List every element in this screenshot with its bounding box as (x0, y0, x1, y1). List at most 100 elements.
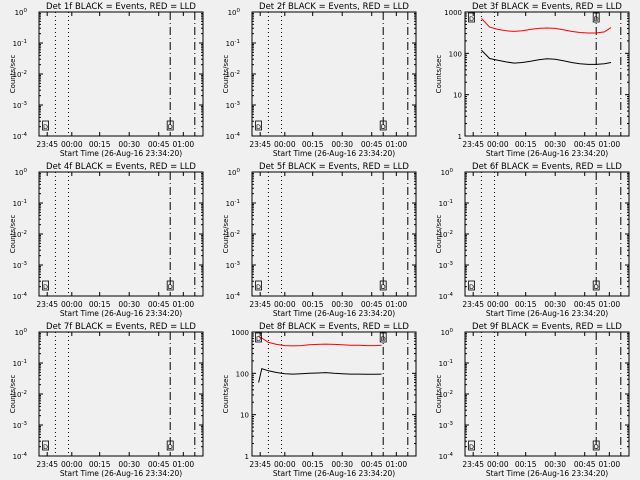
x-tick-label: 01:00 (599, 300, 621, 309)
flag-marker-label: D (469, 283, 474, 291)
y-tick-label: 10-3 (226, 101, 241, 110)
y-tick-label: 10-3 (13, 261, 28, 270)
x-tick-label: 00:45 (148, 300, 170, 309)
flag-marker-box (592, 280, 600, 291)
y-tick-label: 100 (228, 168, 241, 177)
y-tick-label: 10-2 (13, 70, 27, 79)
y-tick-label: 10-1 (226, 39, 240, 48)
flag-marker-box (166, 120, 174, 131)
panel-title: Det 7f BLACK = Events, RED = LLD (46, 322, 196, 332)
y-axis-label: Counts/sec (435, 215, 443, 254)
x-tick-label: 01:00 (173, 140, 195, 149)
x-axis-label: Start Time (26-Aug-16 23:34:20) (486, 309, 608, 318)
lld-series-line (258, 335, 382, 347)
y-tick-label: 10-4 (226, 132, 241, 141)
x-tick-label: 00:15 (302, 300, 324, 309)
y-tick-label: 10-3 (439, 421, 454, 430)
y-tick-label: 10-1 (13, 39, 27, 48)
axes-frame (251, 11, 417, 137)
panel-title: Det 4f BLACK = Events, RED = LLD (46, 162, 196, 172)
x-axis-label: Start Time (26-Aug-16 23:34:20) (486, 149, 608, 158)
axes-frame (251, 331, 417, 457)
x-tick-label: 00:00 (61, 460, 83, 469)
panel-title: Det 8f BLACK = Events, RED = LLD (259, 322, 409, 332)
panel-title: Det 3f BLACK = Events, RED = LLD (472, 2, 622, 12)
flag-marker-label: D (469, 443, 474, 451)
axes-frame (38, 171, 204, 297)
x-axis-label: Start Time (26-Aug-16 23:34:20) (486, 469, 608, 478)
y-tick-label: 10-4 (13, 292, 28, 301)
flag-marker-label: D (168, 123, 173, 131)
y-tick-label: 100 (15, 328, 28, 337)
flag-marker-label: D (43, 443, 48, 451)
y-axis-label: Counts/sec (222, 375, 230, 414)
flag-marker-label: D (594, 283, 599, 291)
panel-title: Det 1f BLACK = Events, RED = LLD (46, 2, 196, 12)
y-tick-label: 100 (441, 168, 454, 177)
flag-marker-box (468, 440, 475, 451)
flag-marker-label: D (256, 123, 261, 131)
y-tick-label: 100 (449, 50, 462, 58)
y-tick-label: 10-2 (226, 70, 240, 79)
x-tick-label: 00:15 (515, 140, 537, 149)
flag-marker-box (255, 280, 262, 291)
flag-marker-box (42, 120, 49, 131)
axes-frame (38, 331, 204, 457)
flag-marker-box (379, 120, 387, 131)
y-tick-label: 100 (441, 328, 454, 337)
y-tick-label: 10-4 (13, 132, 28, 141)
panel-1: Det 1f BLACK = Events, RED = LLD 10-4 10-3… (9, 2, 204, 158)
x-axis-label: Start Time (26-Aug-16 23:34:20) (273, 469, 395, 478)
y-tick-label: 10-2 (13, 390, 27, 399)
y-tick-label: 100 (236, 370, 249, 378)
flag-marker-box (166, 280, 174, 291)
x-tick-label: 00:45 (361, 460, 383, 469)
x-tick-label: 00:15 (515, 460, 537, 469)
x-tick-label: 00:45 (574, 140, 596, 149)
y-tick-label: 10-3 (439, 261, 454, 270)
axes-frame (464, 171, 630, 297)
panel-title: Det 9f BLACK = Events, RED = LLD (472, 322, 622, 332)
flag-marker-label: D (168, 443, 173, 451)
panel-3: Det 3f BLACK = Events, RED = LLD 1 10 100 10… (435, 2, 630, 158)
panel-title: Det 5f BLACK = Events, RED = LLD (259, 162, 409, 172)
x-tick-label: 00:30 (544, 460, 566, 469)
flag-marker-box (592, 12, 600, 23)
y-tick-label: 10-2 (13, 230, 27, 239)
x-tick-label: 00:15 (302, 140, 324, 149)
x-tick-label: 00:45 (148, 460, 170, 469)
x-tick-label: 00:00 (274, 460, 296, 469)
x-tick-label: 00:30 (544, 300, 566, 309)
x-axis-label: Start Time (26-Aug-16 23:34:20) (60, 469, 182, 478)
x-tick-label: 00:15 (89, 140, 111, 149)
y-axis-label: Counts/sec (9, 375, 17, 414)
x-tick-label: 00:00 (487, 460, 509, 469)
y-tick-label: 10-3 (13, 101, 28, 110)
events-series-line (481, 49, 612, 65)
y-tick-label: 100 (228, 8, 241, 17)
x-tick-label: 00:15 (302, 460, 324, 469)
x-tick-label: 23:45 (462, 140, 484, 149)
axes-frame (251, 171, 417, 297)
panel-2: Det 2f BLACK = Events, RED = LLD 10-4 10-3… (222, 2, 417, 158)
y-tick-label: 1000 (444, 9, 462, 17)
x-tick-label: 01:00 (173, 460, 195, 469)
y-axis-label: Counts/sec (435, 55, 443, 94)
y-tick-label: 10 (453, 92, 462, 100)
y-tick-label: 10-2 (439, 230, 453, 239)
panel-9: Det 9f BLACK = Events, RED = LLD 10-4 10-3… (435, 322, 630, 478)
y-tick-label: 1 (458, 133, 462, 141)
y-tick-label: 10-4 (439, 292, 454, 301)
x-axis-label: Start Time (26-Aug-16 23:34:20) (273, 309, 395, 318)
flag-marker-label: D (168, 283, 173, 291)
x-tick-label: 00:00 (487, 140, 509, 149)
y-tick-label: 10-4 (226, 292, 241, 301)
y-tick-label: 10-1 (13, 199, 27, 208)
flag-marker-box (255, 120, 262, 131)
lld-series-line (481, 18, 612, 34)
x-tick-label: 00:30 (118, 140, 140, 149)
x-tick-label: 00:30 (118, 300, 140, 309)
flag-marker-label: D (594, 443, 599, 451)
flag-marker-label: D (381, 123, 386, 131)
flag-marker-box (255, 332, 262, 343)
